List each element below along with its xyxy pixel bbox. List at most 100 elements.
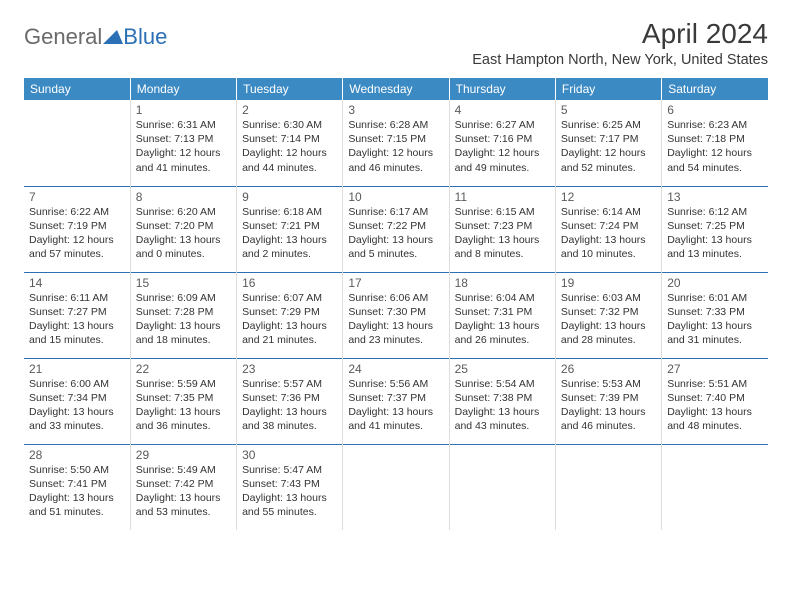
day-number: 21 bbox=[29, 362, 125, 376]
sunrise-line: Sunrise: 6:06 AM bbox=[348, 291, 443, 305]
sunrise-line: Sunrise: 5:57 AM bbox=[242, 377, 337, 391]
day-number: 30 bbox=[242, 448, 337, 462]
daylight-line: Daylight: 13 hours and 26 minutes. bbox=[455, 319, 550, 347]
daylight-line: Daylight: 13 hours and 46 minutes. bbox=[561, 405, 656, 433]
sunrise-line: Sunrise: 5:51 AM bbox=[667, 377, 763, 391]
sunset-line: Sunset: 7:18 PM bbox=[667, 132, 763, 146]
daylight-line: Daylight: 12 hours and 44 minutes. bbox=[242, 146, 337, 174]
daylight-line: Daylight: 13 hours and 36 minutes. bbox=[136, 405, 231, 433]
month-title: April 2024 bbox=[472, 18, 768, 50]
daylight-line: Daylight: 13 hours and 55 minutes. bbox=[242, 491, 337, 519]
daylight-line: Daylight: 13 hours and 53 minutes. bbox=[136, 491, 231, 519]
calendar-cell: 10Sunrise: 6:17 AMSunset: 7:22 PMDayligh… bbox=[343, 186, 449, 272]
sunset-line: Sunset: 7:17 PM bbox=[561, 132, 656, 146]
calendar-cell: 27Sunrise: 5:51 AMSunset: 7:40 PMDayligh… bbox=[662, 358, 768, 444]
sunrise-line: Sunrise: 6:12 AM bbox=[667, 205, 763, 219]
calendar-cell: 7Sunrise: 6:22 AMSunset: 7:19 PMDaylight… bbox=[24, 186, 130, 272]
day-number: 6 bbox=[667, 103, 763, 117]
calendar-cell bbox=[555, 444, 661, 530]
sunrise-line: Sunrise: 5:49 AM bbox=[136, 463, 231, 477]
daylight-line: Daylight: 13 hours and 33 minutes. bbox=[29, 405, 125, 433]
daylight-line: Daylight: 12 hours and 54 minutes. bbox=[667, 146, 763, 174]
day-number: 14 bbox=[29, 276, 125, 290]
calendar-cell: 3Sunrise: 6:28 AMSunset: 7:15 PMDaylight… bbox=[343, 100, 449, 186]
col-sun: Sunday bbox=[24, 78, 130, 100]
calendar-body: 1Sunrise: 6:31 AMSunset: 7:13 PMDaylight… bbox=[24, 100, 768, 530]
sunrise-line: Sunrise: 6:00 AM bbox=[29, 377, 125, 391]
daylight-line: Daylight: 13 hours and 15 minutes. bbox=[29, 319, 125, 347]
sunrise-line: Sunrise: 6:20 AM bbox=[136, 205, 231, 219]
sunset-line: Sunset: 7:35 PM bbox=[136, 391, 231, 405]
calendar-cell: 1Sunrise: 6:31 AMSunset: 7:13 PMDaylight… bbox=[130, 100, 236, 186]
sunset-line: Sunset: 7:27 PM bbox=[29, 305, 125, 319]
sunset-line: Sunset: 7:28 PM bbox=[136, 305, 231, 319]
sunrise-line: Sunrise: 6:07 AM bbox=[242, 291, 337, 305]
sunset-line: Sunset: 7:43 PM bbox=[242, 477, 337, 491]
daylight-line: Daylight: 13 hours and 2 minutes. bbox=[242, 233, 337, 261]
calendar-cell: 4Sunrise: 6:27 AMSunset: 7:16 PMDaylight… bbox=[449, 100, 555, 186]
sunset-line: Sunset: 7:25 PM bbox=[667, 219, 763, 233]
sunset-line: Sunset: 7:29 PM bbox=[242, 305, 337, 319]
daylight-line: Daylight: 13 hours and 28 minutes. bbox=[561, 319, 656, 347]
day-number: 28 bbox=[29, 448, 125, 462]
sunrise-line: Sunrise: 6:22 AM bbox=[29, 205, 125, 219]
sunrise-line: Sunrise: 5:56 AM bbox=[348, 377, 443, 391]
daylight-line: Daylight: 12 hours and 49 minutes. bbox=[455, 146, 550, 174]
calendar-cell: 22Sunrise: 5:59 AMSunset: 7:35 PMDayligh… bbox=[130, 358, 236, 444]
sunset-line: Sunset: 7:41 PM bbox=[29, 477, 125, 491]
calendar-cell: 24Sunrise: 5:56 AMSunset: 7:37 PMDayligh… bbox=[343, 358, 449, 444]
calendar-page: General Blue April 2024 East Hampton Nor… bbox=[0, 0, 792, 540]
sunset-line: Sunset: 7:19 PM bbox=[29, 219, 125, 233]
col-wed: Wednesday bbox=[343, 78, 449, 100]
calendar-cell: 19Sunrise: 6:03 AMSunset: 7:32 PMDayligh… bbox=[555, 272, 661, 358]
col-fri: Friday bbox=[555, 78, 661, 100]
calendar-cell: 11Sunrise: 6:15 AMSunset: 7:23 PMDayligh… bbox=[449, 186, 555, 272]
col-thu: Thursday bbox=[449, 78, 555, 100]
daylight-line: Daylight: 13 hours and 0 minutes. bbox=[136, 233, 231, 261]
sunrise-line: Sunrise: 6:04 AM bbox=[455, 291, 550, 305]
brand-part2: Blue bbox=[123, 24, 167, 50]
day-number: 5 bbox=[561, 103, 656, 117]
sunset-line: Sunset: 7:15 PM bbox=[348, 132, 443, 146]
sunset-line: Sunset: 7:31 PM bbox=[455, 305, 550, 319]
sunset-line: Sunset: 7:38 PM bbox=[455, 391, 550, 405]
sunset-line: Sunset: 7:22 PM bbox=[348, 219, 443, 233]
calendar-cell: 25Sunrise: 5:54 AMSunset: 7:38 PMDayligh… bbox=[449, 358, 555, 444]
sunset-line: Sunset: 7:14 PM bbox=[242, 132, 337, 146]
day-number: 11 bbox=[455, 190, 550, 204]
col-mon: Monday bbox=[130, 78, 236, 100]
calendar-cell: 18Sunrise: 6:04 AMSunset: 7:31 PMDayligh… bbox=[449, 272, 555, 358]
title-block: April 2024 East Hampton North, New York,… bbox=[472, 18, 768, 68]
brand-triangle-icon bbox=[103, 24, 123, 50]
sunset-line: Sunset: 7:21 PM bbox=[242, 219, 337, 233]
day-header-row: Sunday Monday Tuesday Wednesday Thursday… bbox=[24, 78, 768, 100]
day-number: 12 bbox=[561, 190, 656, 204]
sunrise-line: Sunrise: 6:18 AM bbox=[242, 205, 337, 219]
calendar-cell: 12Sunrise: 6:14 AMSunset: 7:24 PMDayligh… bbox=[555, 186, 661, 272]
day-number: 15 bbox=[136, 276, 231, 290]
daylight-line: Daylight: 12 hours and 41 minutes. bbox=[136, 146, 231, 174]
sunrise-line: Sunrise: 6:30 AM bbox=[242, 118, 337, 132]
calendar-cell: 9Sunrise: 6:18 AMSunset: 7:21 PMDaylight… bbox=[237, 186, 343, 272]
calendar-cell: 20Sunrise: 6:01 AMSunset: 7:33 PMDayligh… bbox=[662, 272, 768, 358]
col-tue: Tuesday bbox=[237, 78, 343, 100]
sunset-line: Sunset: 7:37 PM bbox=[348, 391, 443, 405]
daylight-line: Daylight: 13 hours and 8 minutes. bbox=[455, 233, 550, 261]
header: General Blue April 2024 East Hampton Nor… bbox=[24, 18, 768, 68]
sunrise-line: Sunrise: 5:53 AM bbox=[561, 377, 656, 391]
sunrise-line: Sunrise: 5:54 AM bbox=[455, 377, 550, 391]
day-number: 29 bbox=[136, 448, 231, 462]
calendar-cell: 14Sunrise: 6:11 AMSunset: 7:27 PMDayligh… bbox=[24, 272, 130, 358]
day-number: 23 bbox=[242, 362, 337, 376]
calendar-cell bbox=[662, 444, 768, 530]
daylight-line: Daylight: 12 hours and 46 minutes. bbox=[348, 146, 443, 174]
sunset-line: Sunset: 7:32 PM bbox=[561, 305, 656, 319]
day-number: 10 bbox=[348, 190, 443, 204]
sunset-line: Sunset: 7:36 PM bbox=[242, 391, 337, 405]
daylight-line: Daylight: 13 hours and 38 minutes. bbox=[242, 405, 337, 433]
daylight-line: Daylight: 13 hours and 21 minutes. bbox=[242, 319, 337, 347]
daylight-line: Daylight: 13 hours and 13 minutes. bbox=[667, 233, 763, 261]
day-number: 25 bbox=[455, 362, 550, 376]
sunrise-line: Sunrise: 5:50 AM bbox=[29, 463, 125, 477]
day-number: 1 bbox=[136, 103, 231, 117]
